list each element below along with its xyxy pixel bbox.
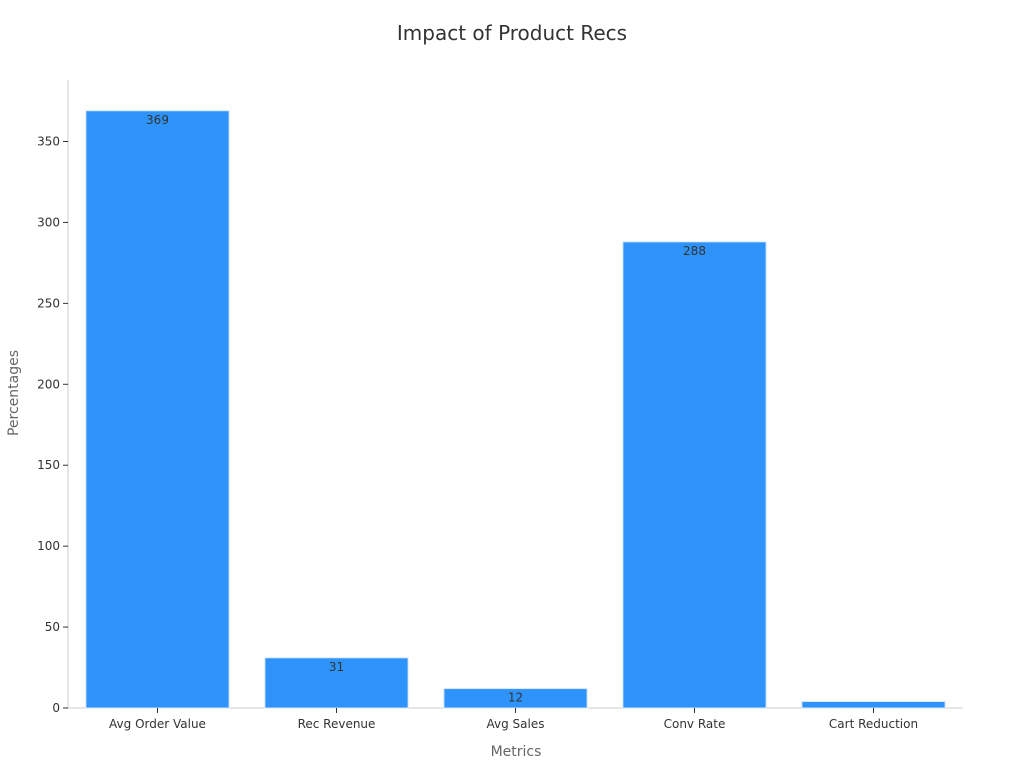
y-axis-label: Percentages [6, 350, 22, 436]
y-tick-label: 0 [52, 701, 60, 715]
bar [801, 701, 946, 709]
x-tick-label: Avg Sales [487, 717, 545, 731]
y-tick-label: 150 [37, 458, 60, 472]
bar [85, 110, 230, 709]
y-tick-label: 350 [37, 135, 60, 149]
x-tick-label: Rec Revenue [298, 717, 376, 731]
plot-area: 0 50 100 150 200 250 300 350 Avg Order Value 369 R… [37, 80, 963, 731]
y-tick-label: 100 [37, 539, 60, 553]
y-tick-label: 300 [37, 215, 60, 229]
data-label: 31 [329, 660, 344, 674]
y-tick-label: 200 [37, 377, 60, 391]
chart-title: Impact of Product Recs [397, 21, 627, 45]
data-label: 288 [683, 244, 706, 258]
data-label: 12 [508, 691, 523, 705]
x-tick-label: Avg Order Value [109, 717, 206, 731]
x-tick-label: Cart Reduction [829, 717, 918, 731]
x-axis-label: Metrics [491, 744, 542, 760]
data-label: 369 [146, 113, 169, 127]
y-tick-label: 250 [37, 296, 60, 310]
bar [264, 657, 409, 709]
y-tick-label: 50 [45, 620, 60, 634]
bar [622, 241, 767, 709]
x-tick-label: Conv Rate [664, 717, 726, 731]
